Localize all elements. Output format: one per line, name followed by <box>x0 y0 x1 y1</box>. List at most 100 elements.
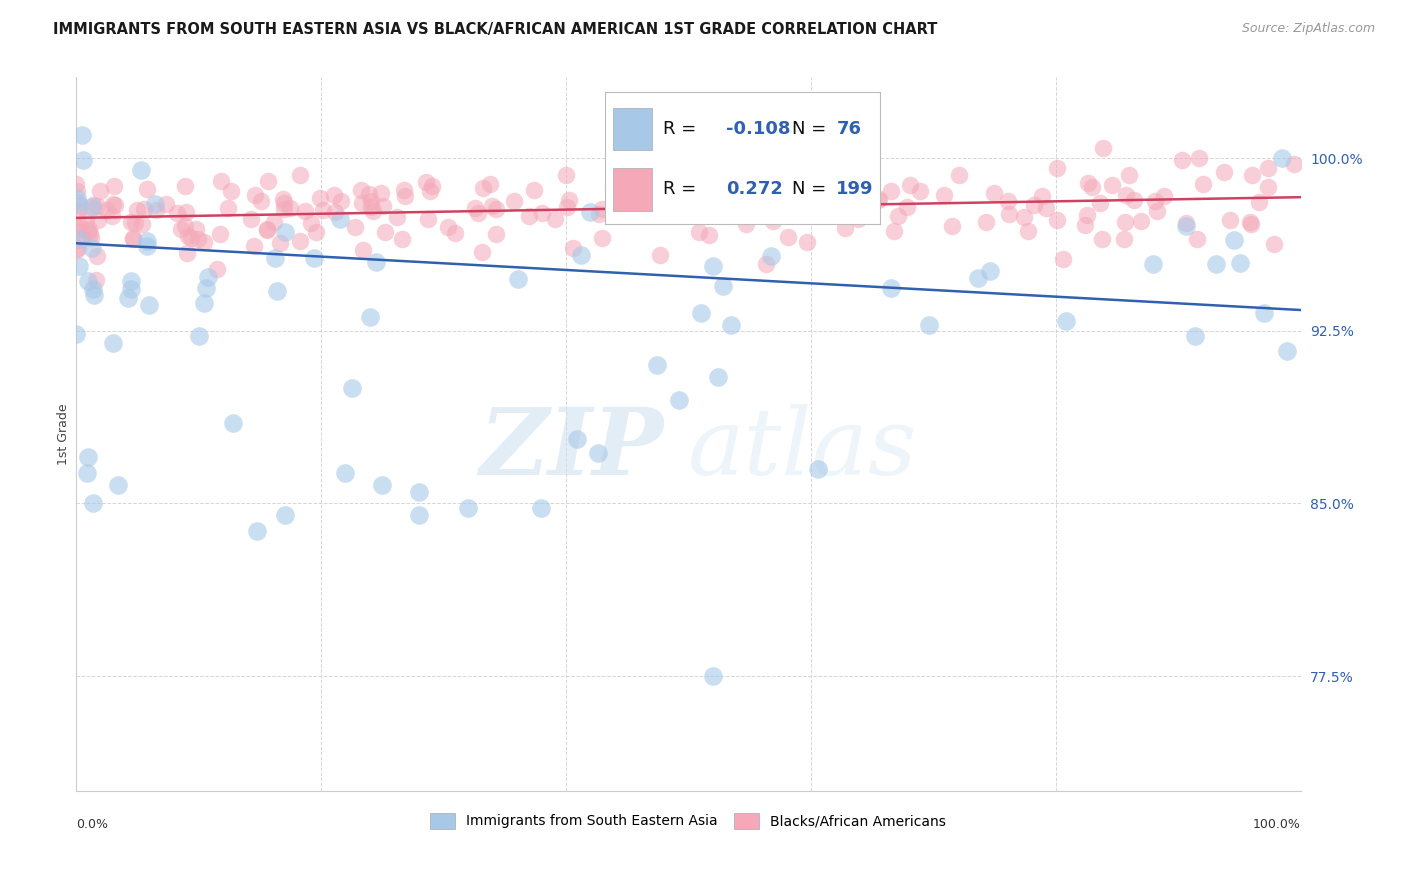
Point <box>457 501 479 516</box>
Point <box>79 231 101 245</box>
Point <box>195 281 218 295</box>
Point <box>67 259 90 273</box>
Point <box>250 194 273 208</box>
Point <box>1012 210 1035 224</box>
Point <box>1114 215 1136 229</box>
Point <box>322 188 344 202</box>
Point <box>1175 217 1198 231</box>
Point <box>558 193 581 207</box>
Point <box>77 450 100 465</box>
Point <box>775 201 797 215</box>
Point <box>84 273 107 287</box>
Point <box>846 212 869 227</box>
Point <box>839 202 862 217</box>
Point <box>530 501 553 516</box>
Point <box>288 234 311 248</box>
Point <box>1091 141 1114 155</box>
Point <box>256 223 278 237</box>
Point <box>645 358 668 372</box>
Point <box>266 284 288 298</box>
Point <box>107 478 129 492</box>
Text: ZIP: ZIP <box>479 403 664 493</box>
Point <box>245 188 267 202</box>
Point <box>121 231 143 245</box>
Point <box>193 235 215 250</box>
Point <box>1129 214 1152 228</box>
Point <box>273 202 295 216</box>
Point <box>880 281 903 295</box>
Point <box>207 261 229 276</box>
Point <box>697 227 720 242</box>
Point <box>1073 219 1095 233</box>
Point <box>312 202 335 217</box>
Point <box>77 225 100 239</box>
Point <box>67 221 90 235</box>
Point <box>1240 217 1263 231</box>
Point <box>121 231 143 245</box>
Point <box>263 251 285 265</box>
Point <box>1142 257 1164 271</box>
Point <box>67 232 90 246</box>
Point <box>170 221 193 235</box>
Point <box>1115 187 1137 202</box>
Point <box>329 211 352 226</box>
Point <box>304 225 326 239</box>
Point <box>278 201 301 215</box>
Point <box>66 191 89 205</box>
Point <box>174 219 197 234</box>
Point <box>1188 152 1211 166</box>
Point <box>627 188 650 202</box>
Point <box>131 217 153 231</box>
Point <box>208 227 231 241</box>
Point <box>72 153 94 167</box>
Point <box>983 186 1005 200</box>
Text: IMMIGRANTS FROM SOUTH EASTERN ASIA VS BLACK/AFRICAN AMERICAN 1ST GRADE CORRELATI: IMMIGRANTS FROM SOUTH EASTERN ASIA VS BL… <box>53 22 938 37</box>
Point <box>136 239 159 253</box>
Point <box>76 467 98 481</box>
Point <box>180 230 202 244</box>
Point <box>1241 168 1264 182</box>
Point <box>803 199 825 213</box>
Point <box>246 524 269 538</box>
Point <box>127 202 149 217</box>
Legend: Immigrants from South Eastern Asia, Blacks/African Americans: Immigrants from South Eastern Asia, Blac… <box>425 807 952 834</box>
Point <box>329 194 352 208</box>
Point <box>1249 194 1271 209</box>
Point <box>866 193 889 207</box>
Point <box>394 188 416 202</box>
Point <box>650 199 672 213</box>
Point <box>65 177 87 191</box>
Point <box>117 291 139 305</box>
Point <box>824 194 846 209</box>
Point <box>880 185 903 199</box>
Point <box>755 257 778 271</box>
Point <box>683 193 706 207</box>
Point <box>209 174 232 188</box>
Point <box>544 212 567 227</box>
Point <box>1212 164 1234 178</box>
Point <box>586 446 609 460</box>
Point <box>1052 252 1074 267</box>
Point <box>129 163 152 178</box>
Point <box>806 208 828 222</box>
Point <box>360 194 382 208</box>
Point <box>352 243 374 257</box>
Point <box>1080 180 1102 194</box>
Point <box>79 227 101 241</box>
Point <box>86 249 108 263</box>
Point <box>120 282 142 296</box>
Point <box>685 203 707 218</box>
Point <box>602 181 624 195</box>
Point <box>1191 177 1213 191</box>
Point <box>917 318 939 332</box>
Point <box>1184 328 1206 343</box>
Point <box>1146 204 1168 219</box>
Point <box>65 224 87 238</box>
Point <box>650 248 672 262</box>
Point <box>240 211 263 226</box>
Point <box>374 225 396 239</box>
Point <box>707 369 730 384</box>
Point <box>101 197 124 211</box>
Point <box>470 245 492 260</box>
Point <box>824 195 846 210</box>
